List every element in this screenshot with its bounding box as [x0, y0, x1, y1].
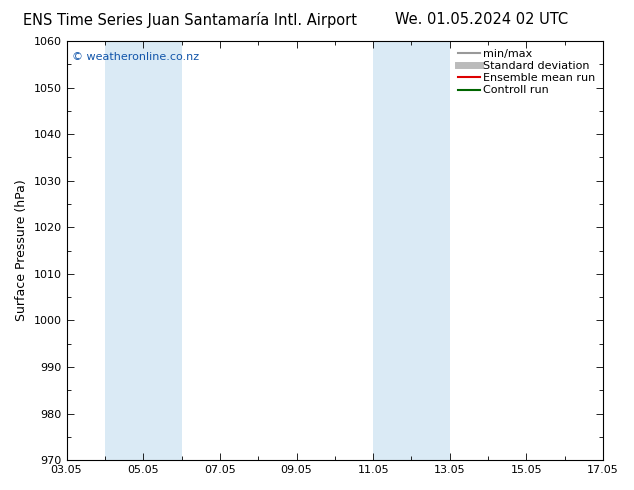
- Y-axis label: Surface Pressure (hPa): Surface Pressure (hPa): [15, 180, 28, 321]
- Text: We. 01.05.2024 02 UTC: We. 01.05.2024 02 UTC: [395, 12, 569, 27]
- Text: © weatheronline.co.nz: © weatheronline.co.nz: [72, 51, 199, 62]
- Bar: [105, 41, 181, 460]
- Bar: [373, 41, 450, 460]
- Legend: min/max, Standard deviation, Ensemble mean run, Controll run: min/max, Standard deviation, Ensemble me…: [455, 47, 598, 98]
- Text: ENS Time Series Juan Santamaría Intl. Airport: ENS Time Series Juan Santamaría Intl. Ai…: [23, 12, 357, 28]
